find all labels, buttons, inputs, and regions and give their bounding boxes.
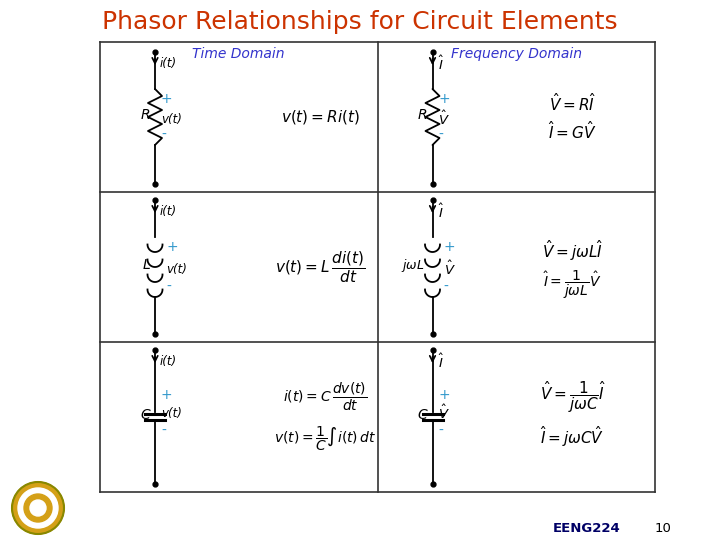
- Text: Frequency Domain: Frequency Domain: [451, 47, 582, 61]
- Text: $i(t) = C\,\dfrac{dv(t)}{dt}$: $i(t) = C\,\dfrac{dv(t)}{dt}$: [283, 381, 367, 413]
- Text: R: R: [418, 108, 428, 122]
- Text: $\hat{I}$: $\hat{I}$: [438, 203, 444, 221]
- Text: -: -: [161, 424, 166, 438]
- Text: C: C: [418, 408, 428, 422]
- Text: v(t): v(t): [166, 262, 187, 275]
- Text: $v(t) = \dfrac{1}{C}\int i(t)\,dt$: $v(t) = \dfrac{1}{C}\int i(t)\,dt$: [274, 425, 376, 453]
- Text: i(t): i(t): [160, 355, 177, 368]
- Text: $v(t) = L\,\dfrac{di(t)}{dt}$: $v(t) = L\,\dfrac{di(t)}{dt}$: [275, 249, 365, 285]
- Text: -: -: [438, 128, 444, 142]
- Text: +: +: [444, 240, 455, 254]
- Text: $\hat{V} = j\omega L\hat{I}$: $\hat{V} = j\omega L\hat{I}$: [541, 239, 603, 264]
- Text: +: +: [438, 92, 450, 106]
- Text: +: +: [161, 388, 173, 402]
- Text: EENG224: EENG224: [552, 522, 620, 535]
- Text: -: -: [166, 280, 171, 294]
- Text: +: +: [166, 240, 178, 254]
- Text: C: C: [140, 408, 150, 422]
- Circle shape: [12, 482, 64, 534]
- Text: L: L: [143, 258, 150, 272]
- Text: $j\omega L$: $j\omega L$: [401, 256, 425, 273]
- Text: +: +: [438, 388, 450, 402]
- Text: v(t): v(t): [161, 112, 182, 125]
- Text: $v(t) = Ri(t)$: $v(t) = Ri(t)$: [281, 108, 359, 126]
- Text: $\hat{V}$: $\hat{V}$: [444, 260, 455, 278]
- Text: $\hat{I} = \dfrac{1}{j\omega L}\hat{V}$: $\hat{I} = \dfrac{1}{j\omega L}\hat{V}$: [544, 269, 602, 301]
- Text: Phasor Relationships for Circuit Elements: Phasor Relationships for Circuit Element…: [102, 10, 618, 34]
- Text: -: -: [444, 280, 449, 294]
- Text: i(t): i(t): [160, 57, 177, 71]
- Circle shape: [30, 500, 46, 516]
- Text: 10: 10: [655, 522, 672, 535]
- Circle shape: [18, 488, 58, 528]
- Text: $\hat{V} = R\hat{I}$: $\hat{V} = R\hat{I}$: [549, 92, 596, 114]
- Text: -: -: [438, 424, 444, 438]
- Circle shape: [24, 494, 52, 522]
- Text: $\hat{V} = \dfrac{1}{j\omega C}\hat{I}$: $\hat{V} = \dfrac{1}{j\omega C}\hat{I}$: [540, 379, 606, 415]
- Text: +: +: [161, 92, 173, 106]
- Text: $\hat{I} = j\omega C\hat{V}$: $\hat{I} = j\omega C\hat{V}$: [541, 424, 605, 449]
- Text: $\hat{I} = G\hat{V}$: $\hat{I} = G\hat{V}$: [549, 120, 597, 142]
- Text: v(t): v(t): [161, 407, 182, 420]
- Text: $\hat{V}$: $\hat{V}$: [438, 110, 450, 128]
- Text: $\hat{V}$: $\hat{V}$: [438, 404, 450, 422]
- Text: $\hat{I}$: $\hat{I}$: [438, 353, 444, 371]
- Text: R: R: [140, 108, 150, 122]
- Text: $\hat{I}$: $\hat{I}$: [438, 55, 444, 73]
- Text: i(t): i(t): [160, 206, 177, 219]
- Text: Time Domain: Time Domain: [192, 47, 285, 61]
- Text: -: -: [161, 128, 166, 142]
